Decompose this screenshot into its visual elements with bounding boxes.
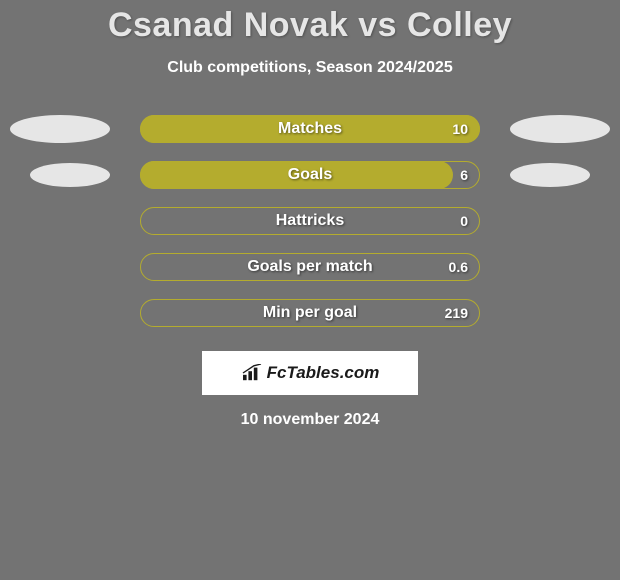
stat-value: 0.6 bbox=[449, 253, 468, 281]
player-left-marker bbox=[30, 163, 110, 187]
stat-value: 10 bbox=[452, 115, 468, 143]
stat-row: Hattricks0 bbox=[0, 207, 620, 235]
stat-value: 0 bbox=[460, 207, 468, 235]
stat-label: Hattricks bbox=[140, 207, 480, 235]
stat-row: Matches10 bbox=[0, 115, 620, 143]
player-left-marker bbox=[10, 115, 110, 143]
stat-label: Matches bbox=[140, 115, 480, 143]
stat-bar: Min per goal219 bbox=[140, 299, 480, 327]
date-label: 10 november 2024 bbox=[0, 411, 620, 429]
stat-row: Goals6 bbox=[0, 161, 620, 189]
subtitle: Club competitions, Season 2024/2025 bbox=[0, 59, 620, 77]
logo-text: FcTables.com bbox=[267, 363, 380, 383]
stat-label: Min per goal bbox=[140, 299, 480, 327]
chart-icon bbox=[241, 364, 263, 382]
stat-bar: Goals6 bbox=[140, 161, 480, 189]
stat-label: Goals bbox=[140, 161, 480, 189]
source-logo[interactable]: FcTables.com bbox=[202, 351, 418, 395]
stat-value: 219 bbox=[445, 299, 468, 327]
player-right-marker bbox=[510, 115, 610, 143]
stat-row: Goals per match0.6 bbox=[0, 253, 620, 281]
stat-bar: Hattricks0 bbox=[140, 207, 480, 235]
stat-bar: Matches10 bbox=[140, 115, 480, 143]
stat-bar: Goals per match0.6 bbox=[140, 253, 480, 281]
stat-row: Min per goal219 bbox=[0, 299, 620, 327]
stat-value: 6 bbox=[460, 161, 468, 189]
page-title: Csanad Novak vs Colley bbox=[0, 6, 620, 45]
stat-label: Goals per match bbox=[140, 253, 480, 281]
player-right-marker bbox=[510, 163, 590, 187]
comparison-widget: Csanad Novak vs Colley Club competitions… bbox=[0, 0, 620, 429]
stats-list: Matches10 Goals6 Hattricks0 Goals per match… bbox=[0, 115, 620, 327]
